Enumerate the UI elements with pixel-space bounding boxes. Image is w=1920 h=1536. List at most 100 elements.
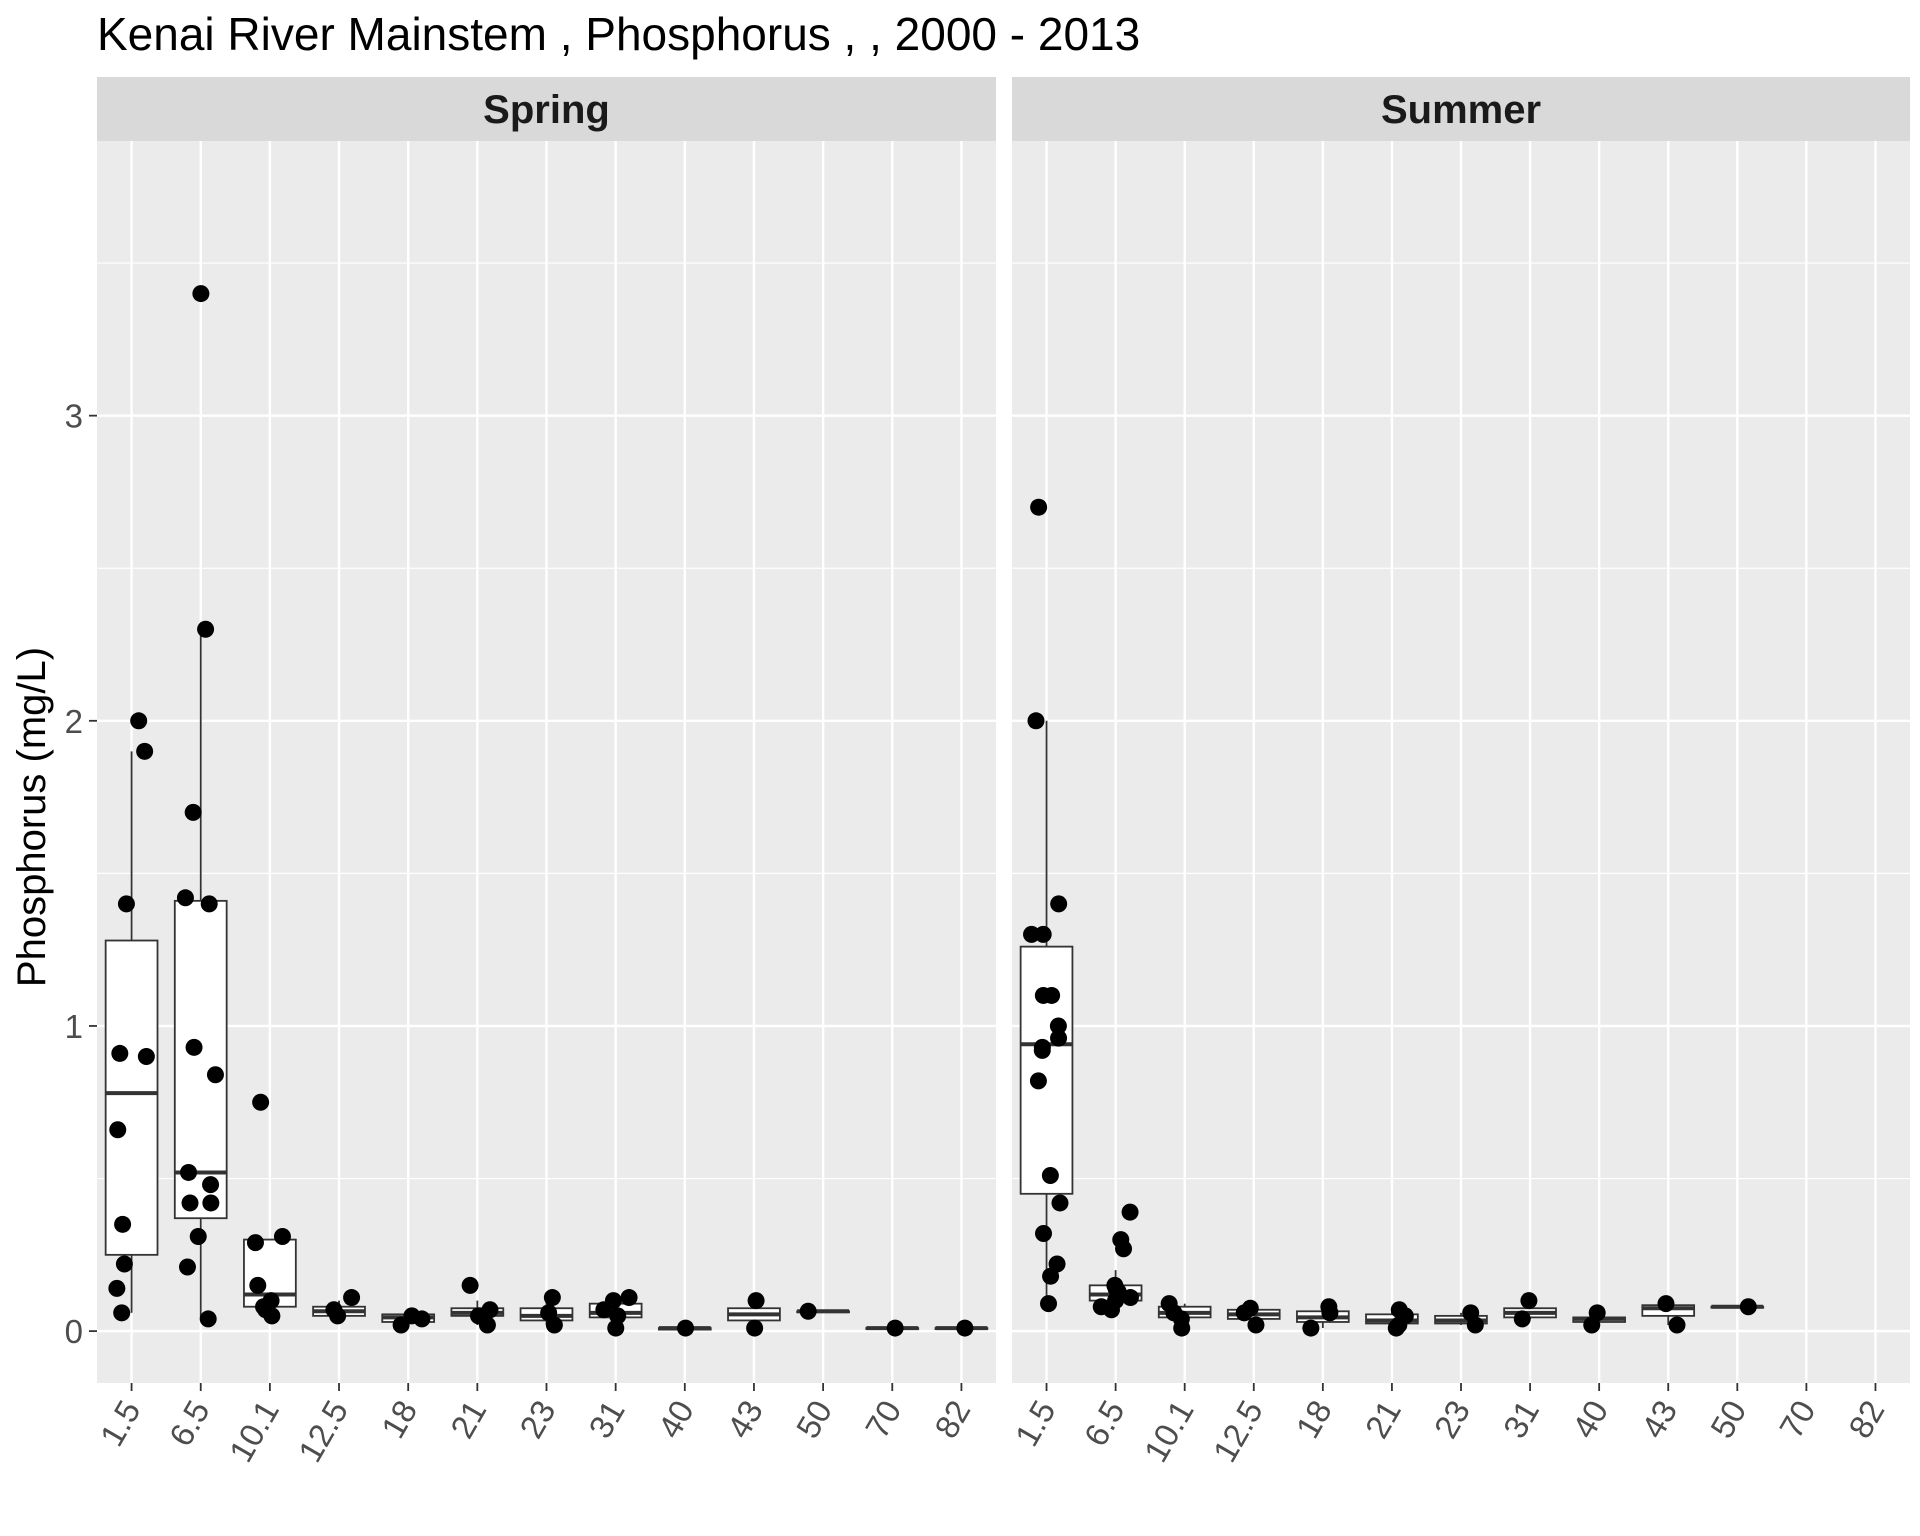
- x-tick-label: 82: [927, 1394, 977, 1444]
- data-point: [1320, 1298, 1338, 1316]
- data-point: [178, 1258, 196, 1276]
- data-point: [1043, 986, 1061, 1004]
- x-tick-label: 70: [1772, 1394, 1822, 1444]
- data-point: [262, 1292, 280, 1310]
- data-point: [747, 1292, 765, 1310]
- data-point: [1033, 1038, 1051, 1056]
- data-point: [1029, 1072, 1047, 1090]
- data-point: [1739, 1298, 1757, 1316]
- data-point: [197, 620, 215, 638]
- data-point: [1462, 1304, 1480, 1322]
- data-point: [1041, 1166, 1059, 1184]
- x-tick-label: 70: [858, 1394, 908, 1444]
- x-tick-label: 21: [1358, 1394, 1408, 1444]
- x-tick-label: 50: [1703, 1394, 1753, 1444]
- box-body: [1019, 945, 1074, 1195]
- data-point: [1030, 498, 1048, 516]
- data-point: [246, 1234, 264, 1252]
- box-23: [519, 1289, 574, 1334]
- facet-panel-summer: Summer 1.5 6.5 10.1 12.5 18 21 23 31 40 43 50 70 82: [1008, 77, 1910, 1468]
- data-point: [1034, 925, 1052, 943]
- data-point: [1588, 1304, 1606, 1322]
- x-tick-label: 43: [1634, 1394, 1684, 1444]
- data-point: [202, 1194, 220, 1212]
- box-10.1: [243, 1093, 297, 1325]
- data-point: [137, 1047, 155, 1065]
- facet-panel-spring: Spring 1.5 6.5 10.1 12.5 18 21 23 31 40 43 50 70 82: [93, 77, 996, 1468]
- box-40: [1572, 1304, 1626, 1334]
- data-point: [113, 1304, 131, 1322]
- data-point: [111, 1044, 129, 1062]
- x-tick-label: 31: [1496, 1394, 1546, 1444]
- x-tick-label: 1.5: [93, 1394, 148, 1452]
- data-point: [1112, 1231, 1130, 1249]
- box-body: [173, 899, 228, 1220]
- data-point: [620, 1289, 638, 1307]
- data-point: [176, 889, 194, 907]
- data-point: [249, 1276, 267, 1294]
- x-tick-label: 10.1: [222, 1394, 286, 1468]
- data-point: [886, 1319, 904, 1337]
- data-point: [1050, 895, 1068, 913]
- data-point: [181, 1194, 199, 1212]
- x-tick-label: 12.5: [1206, 1394, 1270, 1468]
- data-point: [1040, 1295, 1058, 1313]
- box-21: [450, 1276, 505, 1334]
- data-point: [202, 1176, 220, 1194]
- data-point: [1668, 1316, 1686, 1334]
- x-tick-label: 43: [720, 1394, 770, 1444]
- data-point: [1035, 1224, 1053, 1242]
- data-point: [543, 1289, 561, 1307]
- data-point: [192, 285, 210, 303]
- data-point: [114, 1215, 132, 1233]
- data-point: [185, 1038, 203, 1056]
- data-point: [199, 1310, 217, 1328]
- data-point: [1023, 925, 1041, 943]
- y-tick-label: 2: [65, 703, 83, 740]
- data-point: [956, 1319, 974, 1337]
- y-tick-label: 3: [65, 398, 83, 435]
- data-point: [481, 1301, 499, 1319]
- data-point: [325, 1301, 343, 1319]
- x-tick-label: 18: [1289, 1394, 1339, 1444]
- box-82: [934, 1319, 989, 1337]
- data-point: [1657, 1295, 1675, 1313]
- data-point: [609, 1307, 627, 1325]
- chart-title: Kenai River Mainstem , Phosphorus , , 20…: [97, 8, 1140, 60]
- box-40: [657, 1319, 712, 1337]
- x-tick-label: 10.1: [1137, 1394, 1201, 1468]
- box-1.5: [104, 712, 159, 1322]
- y-axis: 0 1 2 3: [65, 398, 97, 1350]
- data-point: [343, 1289, 361, 1307]
- box-body: [104, 939, 159, 1256]
- data-point: [252, 1093, 270, 1111]
- data-point: [1241, 1299, 1259, 1317]
- data-point: [130, 712, 148, 730]
- strip-label: Spring: [483, 88, 610, 132]
- box-18: [1296, 1298, 1350, 1337]
- x-tick-label: 23: [512, 1394, 562, 1444]
- data-point: [1302, 1319, 1320, 1337]
- x-tick-label: 21: [443, 1394, 493, 1444]
- x-tick-label: 1.5: [1008, 1394, 1063, 1452]
- data-point: [1049, 1017, 1067, 1035]
- box-6.5: [173, 285, 228, 1328]
- box-31: [1503, 1292, 1557, 1328]
- x-tick-label: 18: [374, 1394, 424, 1444]
- strip-label: Summer: [1381, 88, 1541, 132]
- box-23: [1434, 1304, 1488, 1334]
- y-tick-label: 1: [65, 1008, 83, 1045]
- data-point: [189, 1228, 207, 1246]
- data-point: [1520, 1292, 1538, 1310]
- x-tick-label: 82: [1841, 1394, 1891, 1444]
- data-point: [273, 1228, 291, 1246]
- data-point: [403, 1307, 421, 1325]
- data-point: [200, 895, 218, 913]
- data-point: [604, 1292, 622, 1310]
- data-point: [1048, 1255, 1066, 1273]
- data-point: [540, 1304, 558, 1322]
- data-point: [184, 803, 202, 821]
- x-tick-label: 6.5: [1077, 1394, 1132, 1452]
